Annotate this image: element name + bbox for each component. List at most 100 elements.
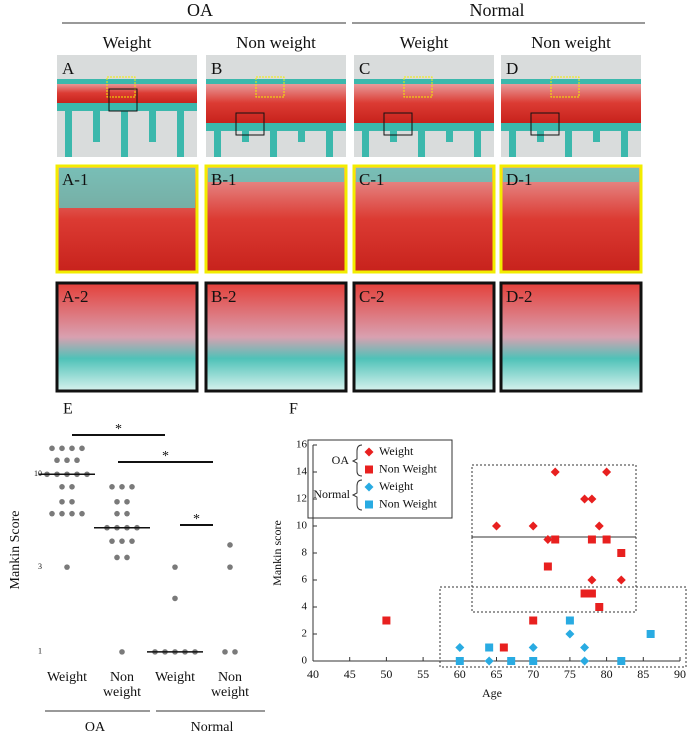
panel-letter: F xyxy=(289,401,298,418)
column-label: Non weight xyxy=(531,33,611,52)
dot xyxy=(49,510,55,517)
diamond-marker xyxy=(580,643,590,652)
square-marker xyxy=(617,657,626,665)
dot xyxy=(119,649,125,655)
trabecula xyxy=(242,131,249,142)
square-marker xyxy=(595,603,604,611)
y-axis-label: Mankin score xyxy=(270,520,284,586)
dot xyxy=(59,445,65,452)
diamond-marker xyxy=(455,643,465,652)
trabecula xyxy=(121,111,128,157)
x-tick-label: 50 xyxy=(380,667,392,681)
histology-image xyxy=(499,164,643,274)
square-marker xyxy=(602,535,611,544)
y-axis-label: Mankin Score xyxy=(8,511,23,590)
y-tick-label: 0 xyxy=(302,655,308,667)
y-tick-label: 6 xyxy=(302,574,308,586)
square-marker xyxy=(365,465,373,474)
trabecula xyxy=(93,111,100,142)
legend-label: Weight xyxy=(379,479,414,493)
dashed-box xyxy=(471,536,637,613)
y-tick-label: 4 xyxy=(302,601,308,613)
y-tick-label: 2 xyxy=(302,628,308,640)
trabecula xyxy=(326,131,333,157)
dot xyxy=(114,554,120,561)
significance-label: * xyxy=(193,512,200,527)
dot xyxy=(79,510,85,517)
bone xyxy=(354,123,494,131)
dot xyxy=(227,542,233,548)
trabecula xyxy=(390,131,397,142)
dot xyxy=(64,564,70,570)
trabecula xyxy=(509,131,516,157)
panel-label: C-2 xyxy=(359,287,385,306)
trabecula xyxy=(621,131,628,157)
diamond-marker xyxy=(594,521,604,531)
diamond-marker xyxy=(528,643,538,652)
x-tick-label: Weight xyxy=(154,670,196,685)
bone xyxy=(57,103,197,111)
panel-label: B-2 xyxy=(211,287,237,306)
x-tick-label: 60 xyxy=(454,667,466,681)
diamond-marker xyxy=(364,447,374,457)
x-axis-label: Age xyxy=(482,686,502,700)
significance-label: * xyxy=(115,422,122,437)
square-marker xyxy=(485,643,494,652)
significance-label: * xyxy=(162,449,169,464)
dot xyxy=(129,484,135,490)
cartilage xyxy=(206,83,346,123)
panel-letter: E xyxy=(63,401,73,418)
square-marker xyxy=(455,657,464,665)
dot xyxy=(114,510,120,517)
trabecula xyxy=(214,131,221,157)
histology-image xyxy=(55,281,199,393)
trabecula xyxy=(270,131,277,157)
legend-box xyxy=(307,439,453,519)
dot xyxy=(74,457,80,464)
x-tick-label: Non weight xyxy=(210,670,250,700)
diamond-marker xyxy=(565,629,575,639)
surface xyxy=(503,168,639,182)
square-marker xyxy=(529,657,538,665)
surface xyxy=(354,79,494,84)
histology-image xyxy=(352,164,496,274)
dot xyxy=(124,554,130,561)
square-marker xyxy=(587,589,596,598)
panel-label: D-1 xyxy=(506,170,532,189)
diamond-marker xyxy=(364,482,374,492)
inset-box xyxy=(403,76,433,98)
histology-image xyxy=(204,164,348,274)
legend-bracket xyxy=(351,444,363,477)
panel-label: A-2 xyxy=(62,287,88,306)
x-tick-label: 40 xyxy=(307,667,319,681)
dot xyxy=(172,564,178,570)
inset-box xyxy=(383,112,413,136)
dot xyxy=(129,538,135,544)
panel-label: A-1 xyxy=(62,170,88,189)
panel-label: C xyxy=(359,59,370,78)
x-tick-label: 45 xyxy=(344,667,356,681)
trabecula xyxy=(65,111,72,157)
cartilage xyxy=(501,83,641,123)
legend-label: Weight xyxy=(379,444,414,458)
histology-image xyxy=(499,281,643,393)
y-tick-label: 12 xyxy=(296,493,307,505)
dot xyxy=(124,510,130,517)
histology-image xyxy=(352,281,496,393)
legend-label: Non Weight xyxy=(379,461,437,475)
diamond-marker xyxy=(580,656,590,666)
trabecula xyxy=(446,131,453,142)
square-marker xyxy=(543,562,552,571)
inset-box xyxy=(530,112,560,136)
dot xyxy=(69,445,75,452)
diamond-marker xyxy=(587,494,597,504)
histology-image xyxy=(204,281,348,393)
dot xyxy=(59,484,65,490)
inset-box xyxy=(235,112,265,136)
column-label: Non weight xyxy=(236,33,316,52)
x-tick-label: 70 xyxy=(527,667,539,681)
trabecula xyxy=(474,131,481,157)
legend-group: Normal xyxy=(313,487,350,501)
